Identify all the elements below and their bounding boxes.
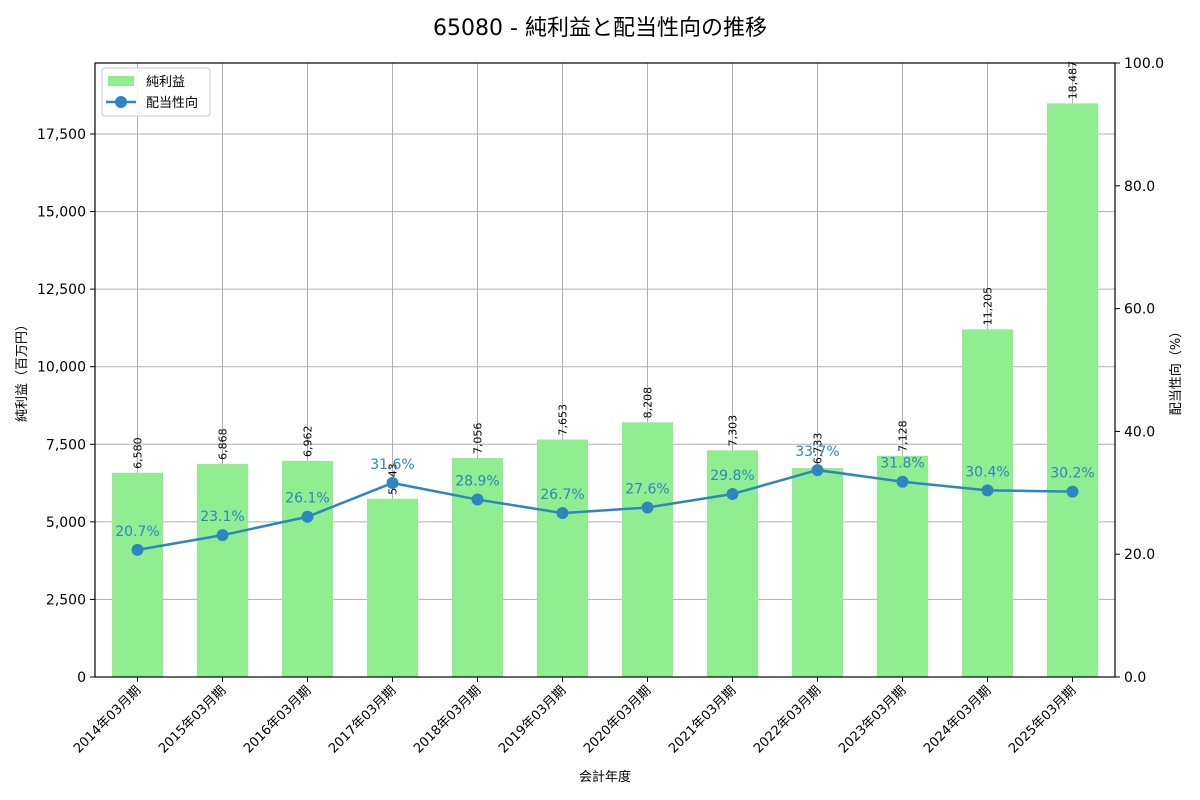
payout-ratio-label: 31.6% (370, 457, 414, 473)
payout-ratio-marker (386, 476, 399, 489)
x-tick-label: 2022年03月期 (751, 683, 824, 756)
payout-ratio-marker (896, 475, 909, 488)
x-tick-label: 2019年03月期 (496, 683, 569, 756)
y-right-tick-label: 20.0 (1124, 547, 1155, 563)
y-tick-label: 7,500 (46, 437, 86, 453)
bar-value-label: 11,205 (982, 287, 995, 326)
bar-net-income (962, 329, 1013, 677)
bar-value-label: 7,653 (557, 404, 570, 436)
bar-net-income (452, 458, 503, 677)
y-tick-label: 0 (77, 670, 86, 686)
x-tick-label: 2020年03月期 (581, 683, 654, 756)
payout-ratio-marker (301, 510, 314, 523)
y-axis-label: 純利益（百万円） (15, 318, 30, 422)
bar-value-label: 18,487 (1067, 61, 1080, 100)
y-tick-label: 2,500 (46, 592, 86, 608)
y-right-tick-label: 40.0 (1124, 424, 1155, 440)
payout-ratio-label: 26.1% (285, 491, 329, 507)
y-right-tick-label: 80.0 (1124, 179, 1155, 195)
x-tick-label: 2014年03月期 (71, 683, 144, 756)
legend-label-payout-ratio: 配当性向 (146, 95, 198, 111)
x-tick-label: 2015年03月期 (156, 683, 229, 756)
y-right-tick-label: 60.0 (1124, 302, 1155, 318)
x-tick-label: 2024年03月期 (921, 683, 994, 756)
bar-value-label: 6,733 (812, 433, 825, 465)
y-tick-label: 10,000 (37, 360, 86, 376)
legend-bar-swatch (108, 76, 134, 86)
bar-net-income (877, 455, 928, 677)
bar-value-label: 6,580 (132, 437, 145, 469)
payout-ratio-marker (981, 484, 994, 497)
payout-ratio-label: 20.7% (115, 524, 159, 540)
bar-net-income (197, 463, 248, 677)
payout-ratio-label: 26.7% (540, 487, 584, 503)
bar-value-label: 7,303 (727, 415, 740, 447)
y-tick-label: 15,000 (37, 205, 86, 221)
y-tick-label: 5,000 (46, 515, 86, 531)
legend-marker-swatch (115, 96, 127, 108)
x-tick-label: 2021年03月期 (666, 683, 739, 756)
bar-net-income (707, 450, 758, 677)
payout-ratio-label: 30.4% (965, 464, 1009, 480)
bar-net-income (367, 498, 418, 677)
payout-ratio-label: 27.6% (625, 482, 669, 498)
payout-ratio-label: 31.8% (880, 456, 924, 472)
y-tick-label: 17,500 (37, 127, 86, 143)
bar-value-label: 6,962 (302, 425, 315, 457)
x-tick-label: 2016年03月期 (241, 683, 314, 756)
x-tick-label: 2018年03月期 (411, 683, 484, 756)
y-right-axis-label: 配当性向（%） (1168, 325, 1184, 415)
bar-value-label: 6,868 (217, 428, 230, 460)
x-tick-label: 2025年03月期 (1006, 683, 1079, 756)
bar-net-income (622, 422, 673, 677)
y-tick-label: 12,500 (37, 282, 86, 298)
payout-ratio-label: 33.7% (795, 444, 839, 460)
payout-ratio-label: 29.8% (710, 468, 754, 484)
payout-ratio-marker (556, 507, 569, 520)
bar-net-income (792, 468, 843, 677)
payout-ratio-marker (471, 493, 484, 506)
payout-ratio-label: 28.9% (455, 474, 499, 490)
x-axis-label: 会計年度 (579, 769, 631, 785)
x-tick-label: 2017年03月期 (326, 683, 399, 756)
payout-ratio-marker (811, 464, 824, 477)
payout-ratio-marker (131, 543, 144, 556)
bar-value-label: 7,056 (472, 423, 485, 455)
x-tick-label: 2023年03月期 (836, 683, 909, 756)
plot-frame (94, 62, 1116, 678)
y-right-tick-label: 0.0 (1124, 670, 1146, 686)
bar-net-income (112, 472, 163, 677)
chart-title: 65080 - 純利益と配当性向の推移 (433, 16, 767, 41)
bar-value-label: 7,128 (897, 420, 910, 452)
payout-ratio-marker (726, 488, 739, 501)
bar-net-income (282, 460, 333, 677)
payout-ratio-line (137, 468, 1073, 552)
bar-value-label: 8,208 (642, 387, 655, 419)
bar-net-income (1047, 103, 1098, 678)
y-right-tick-label: 100.0 (1124, 56, 1164, 72)
payout-ratio-label: 30.2% (1050, 466, 1094, 482)
payout-ratio-label: 23.1% (200, 509, 244, 525)
payout-ratio-marker (216, 529, 229, 542)
legend-label-net-income: 純利益 (146, 75, 185, 90)
bar-net-income (537, 439, 588, 677)
payout-ratio-marker (641, 501, 654, 514)
payout-ratio-marker (1066, 485, 1079, 498)
